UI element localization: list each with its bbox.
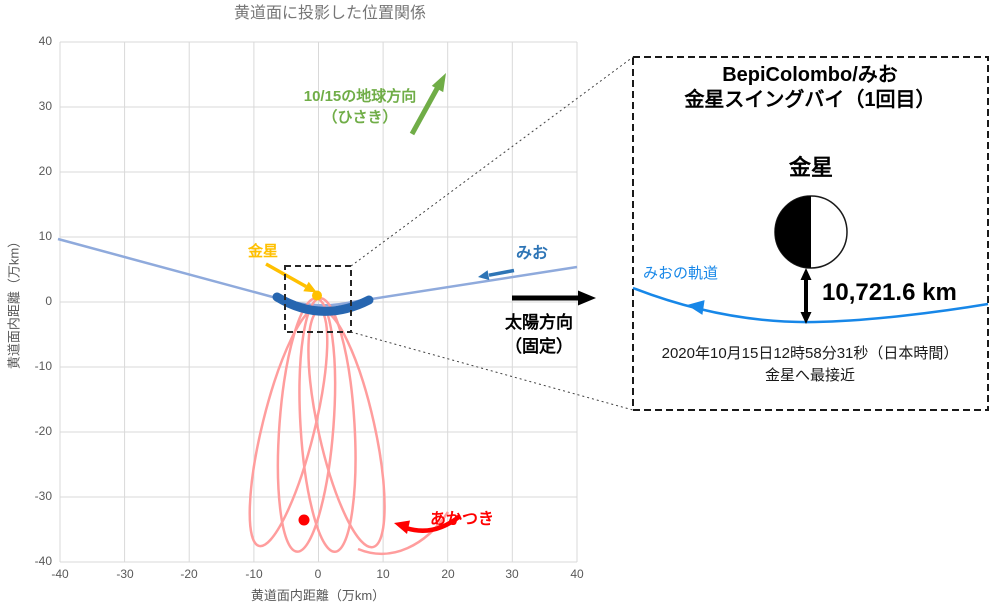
sun-direction-arrow — [512, 290, 596, 306]
y-tick-label: 20 — [38, 164, 52, 179]
inset-title: BepiColombo/みお 金星スイングバイ（1回目） — [684, 63, 935, 113]
earth-direction-line1: 10/15の地球方向 — [303, 88, 417, 105]
inset-event: 金星へ最接近 — [764, 367, 856, 384]
sun-direction-line1: 太陽方向 — [505, 313, 573, 332]
inset-mio-orbit-label: みおの軌道 — [643, 265, 719, 282]
x-tick-label: -30 — [116, 567, 134, 581]
x-tick-label: 10 — [376, 567, 390, 581]
x-tick-label: -40 — [51, 567, 69, 581]
x-tick-label: -20 — [180, 567, 198, 581]
y-tick-label: -20 — [34, 424, 52, 439]
x-tick-label: 20 — [441, 567, 455, 581]
zoom-connector-lines — [350, 56, 634, 411]
chart-title: 黄道面に投影した位置関係 — [233, 5, 427, 22]
akatsuki-direction-arrow — [394, 514, 462, 534]
inset-mio-curve — [632, 286, 989, 324]
y-tick-label: -30 — [34, 489, 52, 504]
mio-direction-arrow — [478, 268, 515, 281]
gridlines — [59, 41, 578, 563]
akatsuki-position-dot — [298, 514, 310, 526]
zoom-region-box — [284, 265, 352, 333]
y-tick-label: -40 — [34, 554, 52, 569]
y-axis-label: 黄道面内距離（万km） — [6, 234, 22, 370]
x-tick-label: 30 — [505, 567, 519, 581]
sun-direction-label: 太陽方向 （固定） — [505, 311, 573, 359]
x-axis-label: 黄道面内距離（万km） — [250, 588, 386, 603]
y-tick-label: 10 — [38, 229, 52, 244]
x-tick-label: 0 — [314, 567, 322, 581]
akatsuki-orbit-tail — [357, 511, 450, 555]
y-tick-label: -10 — [34, 359, 52, 374]
sun-direction-line2: （固定） — [505, 337, 573, 356]
akatsuki-label: あかつき — [430, 511, 495, 528]
mio-label: みお — [516, 245, 549, 262]
y-tick-label: 0 — [45, 294, 52, 309]
venus-label: 金星 — [248, 243, 279, 260]
y-tick-label: 30 — [38, 99, 52, 114]
inset-venus-sphere — [774, 195, 848, 269]
earth-direction-arrow — [409, 73, 446, 136]
inset-title-line1: BepiColombo/みお — [722, 64, 898, 86]
inset-mio-arrowhead — [687, 300, 705, 315]
mio-trajectory-bold-segment — [272, 292, 374, 316]
earth-direction-line2: （ひさき） — [322, 109, 398, 126]
inset-datetime: 2020年10月15日12時58分31秒（日本時間） — [661, 345, 959, 362]
venus-pointer-arrow — [265, 262, 317, 293]
x-tick-label: 40 — [570, 567, 584, 581]
akatsuki-orbit-loops — [248, 296, 450, 555]
inset-distance-arrow — [800, 268, 812, 324]
y-tick-label: 40 — [38, 34, 52, 49]
inset-venus-label: 金星 — [788, 155, 834, 180]
inset-closest-approach-text: 2020年10月15日12時58分31秒（日本時間） 金星へ最接近 — [662, 343, 959, 387]
earth-direction-label: 10/15の地球方向 （ひさき） — [304, 86, 417, 128]
inset-title-line2: 金星スイングバイ（1回目） — [684, 89, 936, 111]
x-tick-label: -10 — [245, 567, 263, 581]
inset-panel — [632, 56, 989, 411]
venus-dot — [312, 290, 322, 301]
inset-distance-value: 10,721.6 km — [822, 279, 957, 306]
